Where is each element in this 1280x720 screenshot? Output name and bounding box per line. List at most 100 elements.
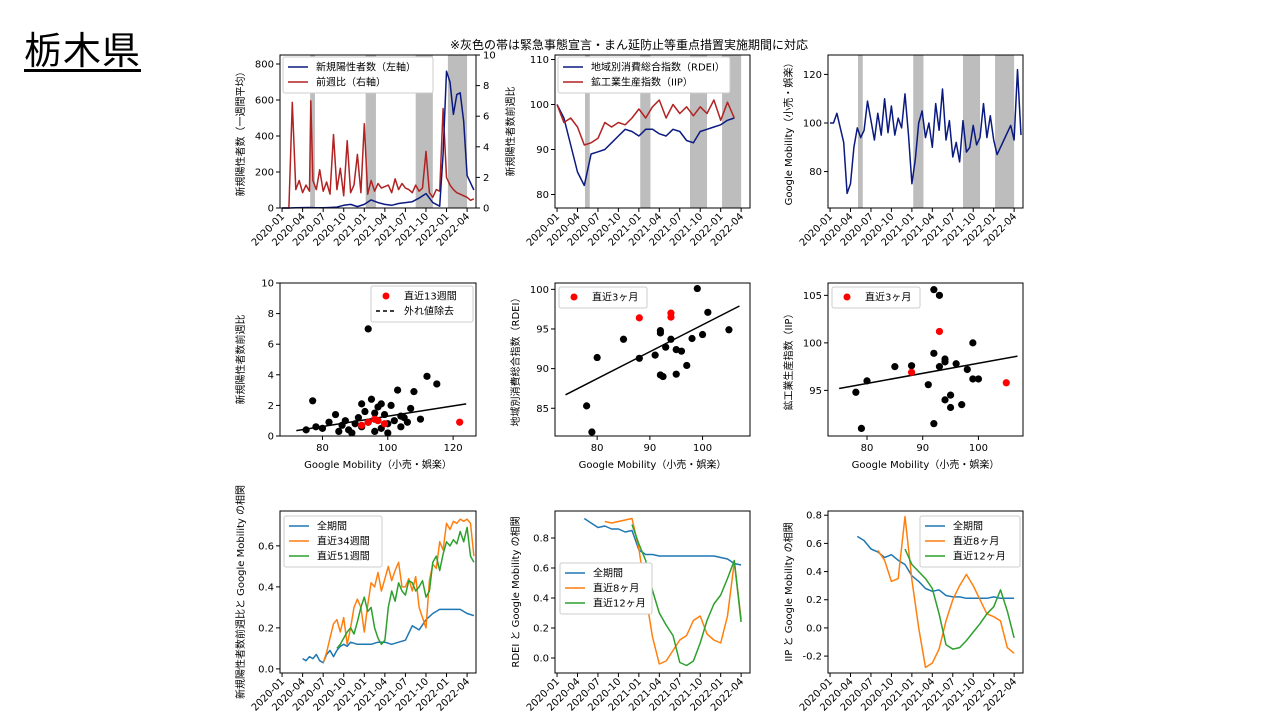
x-tick-label: 100 xyxy=(969,443,988,454)
x-axis-label: Google Mobility（小売・娯楽） xyxy=(852,458,1000,471)
scatter-point xyxy=(852,388,860,396)
y-tick-label: 0.0 xyxy=(806,623,822,634)
scatter-point xyxy=(698,330,707,339)
scatter-point xyxy=(907,362,916,370)
plot-frame xyxy=(279,510,477,674)
legend-label: 直近12ヶ月 xyxy=(593,597,646,610)
scatter-point xyxy=(380,410,389,419)
scatter-point xyxy=(969,375,977,383)
scatter-point xyxy=(891,363,899,371)
y-tick-label: 6 xyxy=(268,340,274,351)
y-axis-label: 新規陽性者数前週比 xyxy=(234,315,247,405)
scatter-point xyxy=(341,417,349,425)
page-title: 栃木県 xyxy=(24,29,142,73)
scatter-point xyxy=(588,428,596,436)
y-tick-label: 80 xyxy=(536,190,549,201)
legend-label: 新規陽性者数（左軸） xyxy=(316,61,416,74)
y-tick-label: 90 xyxy=(536,364,549,375)
y-axis-label: 新規陽性者数前週比と Google Mobility の相関 xyxy=(234,485,247,699)
x-tick-label: 90 xyxy=(643,443,656,454)
scatter-point-recent xyxy=(374,417,382,425)
scatter-point xyxy=(946,391,955,399)
y-tick-label: 8 xyxy=(268,309,274,320)
scatter-point xyxy=(407,404,415,413)
y-tick-label: 0.2 xyxy=(806,595,822,606)
x-axis-label: Google Mobility（小売・娯楽） xyxy=(304,458,452,471)
scatter-point xyxy=(667,335,675,343)
y-tick-label: 80 xyxy=(809,167,822,178)
chart-s2: 80 90 100 Google Mobility（小売・娯楽） 85 90 95 100 地域… xyxy=(509,282,751,471)
chart-s1: 80 100 120 Google Mobility（小売・娯楽） 0 2 4 6 8 10 新規陽… xyxy=(234,279,477,471)
scatter-point xyxy=(335,427,343,436)
legend-label: 直近8ヶ月 xyxy=(953,535,999,548)
chart-r1: 2020-012020-042020-072020-102021-012021-… xyxy=(234,485,477,714)
plot-frame xyxy=(554,510,751,674)
y-tick-label: 2 xyxy=(483,173,489,184)
scatter-point xyxy=(410,388,418,396)
legend-label: 全期間 xyxy=(593,567,623,580)
scatter-point xyxy=(704,308,712,316)
y-tick-label: 6 xyxy=(483,112,489,123)
scatter-point-recent xyxy=(667,309,675,317)
y-tick-label: 0.2 xyxy=(533,624,549,635)
legend-box xyxy=(558,286,648,309)
scatter-point xyxy=(371,427,379,436)
x-tick-label: 120 xyxy=(444,443,463,454)
legend-label: 直近3ヶ月 xyxy=(865,291,911,304)
x-tick-label: 80 xyxy=(316,443,329,454)
y-axis-label: Google Mobility（小売・娯楽） xyxy=(782,58,795,206)
scatter-point-recent xyxy=(358,421,366,429)
scatter-point xyxy=(651,351,659,359)
legend-label: 地域別消費総合指数（RDEI） xyxy=(591,61,725,74)
legend-label: 鉱工業生産指数（IIP） xyxy=(591,76,693,89)
scatter-point xyxy=(433,380,441,388)
scatter-point xyxy=(367,395,376,403)
y-tick-label: 0.2 xyxy=(258,623,274,634)
chart-s3: 80 90 100 Google Mobility（小売・娯楽） 95 100 105 鉱工業… xyxy=(782,282,1024,471)
plot-frame xyxy=(827,282,1024,437)
x-tick-label: 100 xyxy=(378,443,397,454)
scatter-point xyxy=(958,401,966,409)
y-tick-label: 105 xyxy=(803,291,822,302)
scatter-point xyxy=(662,343,670,351)
y-tick-label: 200 xyxy=(255,168,274,179)
y2-axis-label: 新規陽性者数前週比 xyxy=(504,87,517,177)
scatter-point xyxy=(394,386,402,394)
chart-r3: 2020-012020-042020-072020-102021-012021-… xyxy=(782,510,1024,714)
scatter-point xyxy=(318,424,327,432)
chart-c1: 0 200 400 600 800 新規陽性者数（一週間平均） 0 2 4 6 8 10 新規陽性者数前… xyxy=(234,51,517,249)
series-0 xyxy=(830,68,1022,195)
scatter-point xyxy=(358,400,366,408)
y-tick-label: 95 xyxy=(536,324,549,335)
scatter-point xyxy=(963,365,971,374)
scatter-point xyxy=(946,403,955,412)
scatter-point xyxy=(593,353,601,362)
y-tick-label: 10 xyxy=(483,51,496,62)
scatter-point xyxy=(969,339,977,347)
y-tick-label: 2 xyxy=(268,401,274,412)
scatter-point-recent xyxy=(380,420,389,428)
legend-label: 直近34週間 xyxy=(317,535,370,548)
y-tick-label: 0.8 xyxy=(533,534,549,545)
legend-label: 前週比（右軸） xyxy=(316,76,386,89)
scatter-point xyxy=(371,409,379,417)
shade-band xyxy=(858,55,863,208)
scatter-point xyxy=(672,370,680,378)
chart-r2: 2020-012020-042020-072020-102021-012021-… xyxy=(509,510,751,714)
shade-band xyxy=(585,55,590,208)
shade-band xyxy=(995,55,1015,208)
legend-label: 直近13週間 xyxy=(404,290,457,303)
scatter-point xyxy=(677,347,686,355)
scatter-point xyxy=(635,354,643,362)
scatter-point xyxy=(974,375,983,383)
y-tick-label: 4 xyxy=(483,142,489,153)
scatter-point xyxy=(583,402,591,410)
y-tick-label: 4 xyxy=(268,370,274,381)
scatter-point xyxy=(377,400,385,408)
plot-frame xyxy=(827,54,1024,209)
scatter-point xyxy=(348,429,356,437)
scatter-point xyxy=(656,326,665,335)
y-tick-label: 8 xyxy=(483,81,489,92)
legend-box xyxy=(559,562,653,615)
